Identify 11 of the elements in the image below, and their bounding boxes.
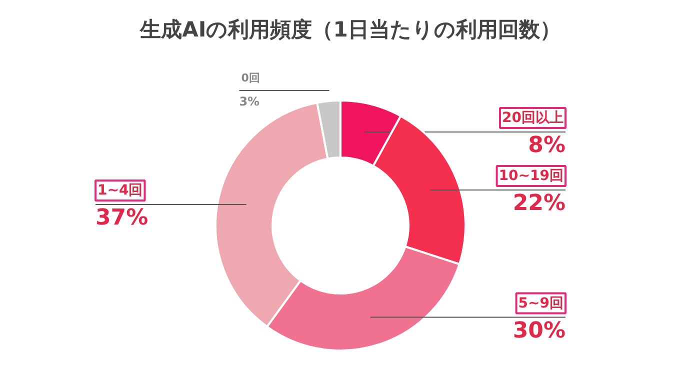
slice-label: 20回以上 (502, 110, 564, 126)
slice-label: 5~9回 (518, 295, 564, 312)
data-label: 3% (239, 94, 260, 108)
slice-label: 10~19回 (498, 168, 564, 184)
data-label: 22% (512, 190, 566, 216)
data-label: 30% (512, 318, 566, 344)
slice-label: 0回 (241, 72, 260, 84)
slice-label: 1~4回 (98, 182, 143, 198)
chart-title: 生成AIの利用頻度（1日当たりの利用回数） (139, 18, 561, 42)
data-label: 37% (96, 205, 148, 230)
data-label: 8% (528, 133, 566, 158)
